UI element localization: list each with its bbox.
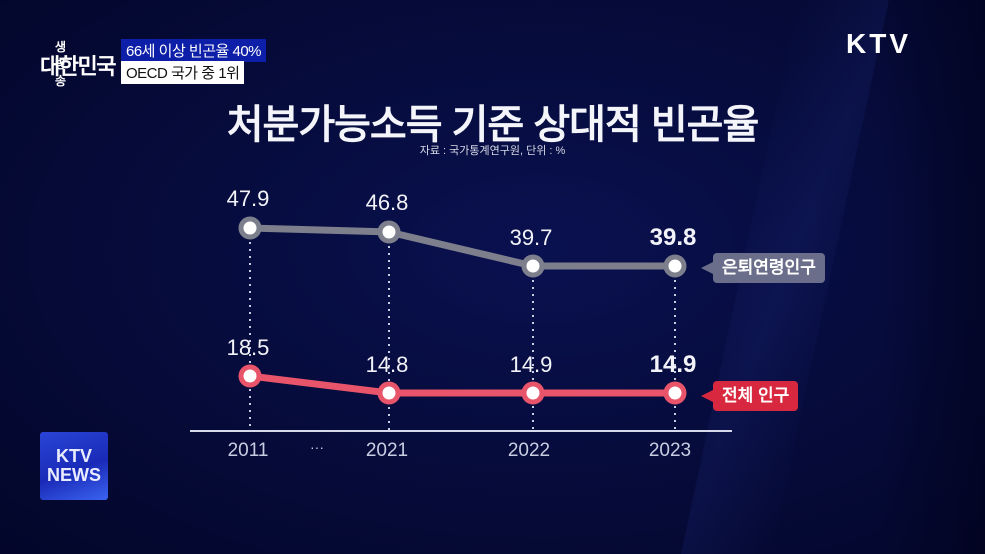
news-badge-line1: KTV <box>56 446 92 466</box>
channel-logo: KTV <box>846 28 911 59</box>
program-live-label: 생방송 <box>55 40 66 88</box>
label-retired-2021: 46.8 <box>366 190 409 215</box>
tick-axis-break: ··· <box>310 439 324 455</box>
drop-lines <box>249 228 676 430</box>
legend-retired: 은퇴연령인구 <box>701 253 825 283</box>
series-retired-line <box>249 224 675 270</box>
ktv-news-badge: KTV NEWS <box>40 432 108 500</box>
label-total-2023: 14.9 <box>650 351 697 378</box>
program-title: 대한민국 <box>40 54 116 79</box>
label-retired-2011: 47.9 <box>227 186 270 211</box>
caption-headline: 66세 이상 빈곤율 40% <box>121 39 267 62</box>
caption-sub: OECD 국가 중 1위 <box>121 61 245 84</box>
series-total-markers <box>238 364 687 405</box>
tick-2022: 2022 <box>508 440 550 461</box>
series-retired-markers <box>238 216 687 278</box>
label-retired-2023: 39.8 <box>650 224 697 251</box>
series-total-line <box>249 372 675 397</box>
chart-source: 자료 : 국가통계연구원, 단위 : % <box>419 145 566 157</box>
label-retired-2022: 39.7 <box>510 225 553 250</box>
legend-total: 전체 인구 <box>700 381 799 411</box>
label-total-2022: 14.9 <box>510 352 553 377</box>
label-total-2011: 18.5 <box>227 335 270 360</box>
tick-2011: 2011 <box>228 440 269 461</box>
tick-2023: 2023 <box>649 440 691 461</box>
news-badge-line2: NEWS <box>47 465 101 485</box>
tick-2021: 2021 <box>366 440 408 461</box>
label-total-2021: 14.8 <box>366 352 409 377</box>
chart-title: 처분가능소득 기준 상대적 빈곤율 <box>226 103 760 147</box>
